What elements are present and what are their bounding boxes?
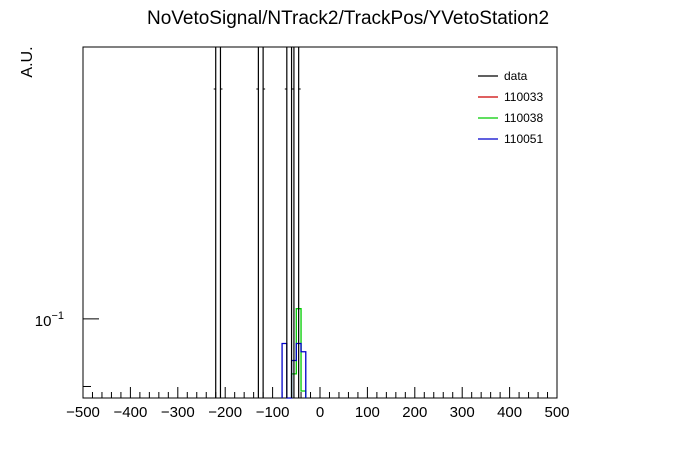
chart-title: NoVetoSignal/NTrack2/TrackPos/YVetoStati… (147, 8, 549, 29)
legend-label-110033: 110033 (504, 90, 543, 104)
x-tick-label: 300 (450, 404, 475, 421)
legend-label-110051: 110051 (504, 132, 543, 146)
legend-label-data: data (504, 69, 528, 83)
plot-frame (82, 46, 558, 399)
y-tick-label-base: 10 (35, 313, 52, 330)
x-axis: −500 −400 −300 −200 −100 0 100 200 300 400 500 (66, 387, 570, 421)
y-axis: 10−1 (35, 310, 99, 387)
x-tick-label: 200 (402, 404, 427, 421)
legend-label-110038: 110038 (504, 111, 543, 125)
x-tick-label: −500 (66, 404, 100, 421)
x-tick-label: 100 (355, 404, 380, 421)
x-tick-label: −100 (256, 404, 290, 421)
x-tick-label: −300 (161, 404, 195, 421)
y-tick-label-exponent: −1 (51, 310, 64, 322)
x-tick-label: −200 (208, 404, 242, 421)
x-tick-label: −400 (114, 404, 148, 421)
data-layer (213, 47, 301, 398)
y-tick-label: 10−1 (35, 310, 64, 330)
legend: data 110033 110038 110051 (478, 69, 543, 146)
x-tick-label: 400 (497, 404, 522, 421)
y-axis-label: A.U. (19, 46, 36, 77)
x-tick-label: 500 (544, 404, 569, 421)
x-tick-label: 0 (316, 404, 324, 421)
